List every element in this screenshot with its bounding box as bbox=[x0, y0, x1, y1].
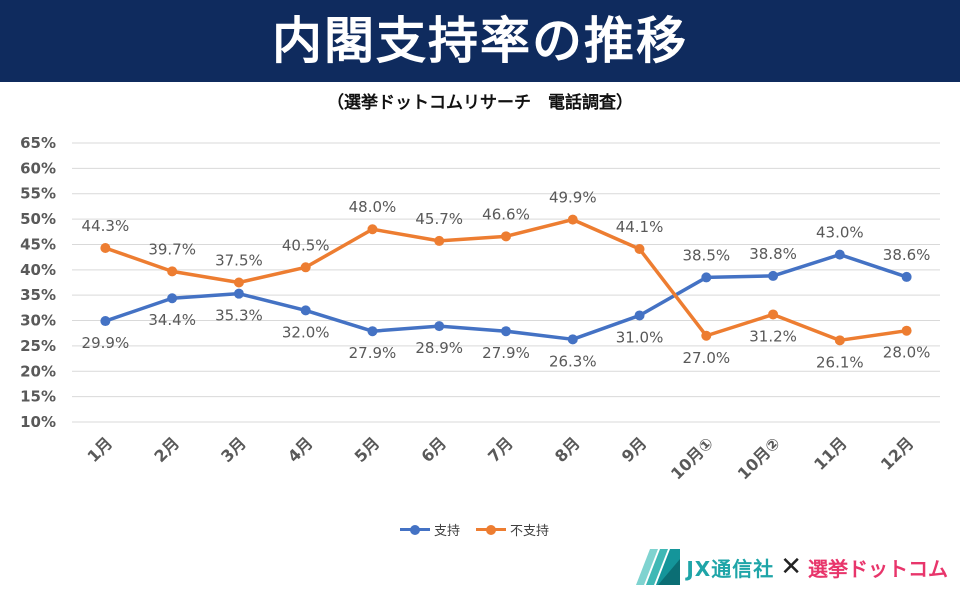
data-point-nonsupport bbox=[300, 262, 311, 273]
data-label-support: 32.0% bbox=[282, 323, 330, 341]
data-point-support bbox=[300, 305, 311, 316]
data-label-support: 43.0% bbox=[816, 224, 864, 242]
data-label-nonsupport: 40.5% bbox=[282, 236, 330, 254]
x-tick-label: 6月 bbox=[417, 433, 450, 466]
data-label-nonsupport: 28.0% bbox=[883, 344, 931, 362]
chart-subtitle: （選挙ドットコムリサーチ 電話調査） bbox=[327, 93, 633, 113]
y-tick-label: 55% bbox=[20, 185, 56, 203]
data-point-support bbox=[233, 288, 244, 299]
legend-label-nonsupport: 不支持 bbox=[510, 524, 550, 539]
data-point-nonsupport bbox=[367, 224, 378, 235]
senkyo-logo-text: 選挙ドットコム bbox=[808, 556, 948, 581]
x-tick-label: 8月 bbox=[551, 433, 584, 466]
data-label-nonsupport: 48.0% bbox=[349, 198, 397, 216]
y-tick-label: 50% bbox=[20, 210, 56, 228]
data-label-nonsupport: 44.1% bbox=[616, 218, 664, 236]
x-tick-label: 1月 bbox=[84, 433, 117, 466]
data-label-nonsupport: 44.3% bbox=[82, 217, 130, 235]
y-tick-label: 20% bbox=[20, 362, 56, 380]
data-label-support: 27.9% bbox=[482, 344, 530, 362]
data-point-nonsupport bbox=[100, 243, 111, 254]
data-point-support bbox=[768, 270, 779, 281]
data-point-support bbox=[634, 310, 645, 321]
x-tick-label: 10月② bbox=[734, 433, 784, 483]
data-point-nonsupport bbox=[901, 325, 912, 336]
x-tick-label: 11月 bbox=[810, 433, 851, 474]
y-tick-label: 25% bbox=[20, 337, 56, 355]
data-label-nonsupport: 27.0% bbox=[682, 349, 730, 367]
data-label-support: 29.9% bbox=[82, 334, 130, 352]
data-point-support bbox=[901, 271, 912, 282]
data-label-nonsupport: 46.6% bbox=[482, 205, 530, 223]
data-point-nonsupport bbox=[634, 244, 645, 255]
legend-line-nonsupport-icon bbox=[476, 524, 507, 535]
data-label-nonsupport: 37.5% bbox=[215, 252, 263, 270]
y-tick-label: 60% bbox=[20, 159, 56, 177]
data-point-support bbox=[567, 334, 578, 345]
x-tick-label: 12月 bbox=[877, 433, 918, 474]
y-tick-label: 15% bbox=[20, 388, 56, 406]
data-label-support: 38.8% bbox=[749, 245, 797, 263]
data-label-nonsupport: 26.1% bbox=[816, 353, 864, 371]
data-point-support bbox=[701, 272, 712, 283]
x-tick-label: 5月 bbox=[351, 433, 384, 466]
data-point-nonsupport bbox=[233, 277, 244, 288]
title-banner: 内閣支持率の推移 bbox=[0, 0, 960, 82]
data-point-nonsupport bbox=[501, 231, 511, 242]
legend-item-nonsupport: 不支持 bbox=[476, 520, 549, 539]
footer-logos: JX通信社 ✕ 選挙ドットコム bbox=[636, 549, 948, 585]
y-tick-label: 45% bbox=[20, 235, 56, 253]
data-point-support bbox=[167, 293, 178, 304]
data-label-nonsupport: 45.7% bbox=[415, 210, 463, 228]
x-tick-label: 2月 bbox=[150, 433, 183, 466]
data-point-support bbox=[834, 249, 845, 260]
data-label-support: 26.3% bbox=[549, 352, 597, 370]
jx-logo-text: JX通信社 bbox=[686, 556, 775, 581]
data-point-nonsupport bbox=[167, 266, 178, 277]
x-tick-label: 9月 bbox=[618, 433, 651, 466]
data-label-support: 27.9% bbox=[349, 344, 397, 362]
data-label-support: 31.0% bbox=[616, 328, 664, 346]
legend-line-support-icon bbox=[400, 524, 430, 535]
data-point-nonsupport bbox=[701, 330, 712, 341]
x-tick-label: 7月 bbox=[484, 433, 517, 466]
data-point-nonsupport bbox=[434, 235, 445, 246]
data-label-support: 38.5% bbox=[682, 246, 730, 264]
data-point-support bbox=[434, 321, 445, 332]
jx-logo-icon bbox=[636, 549, 681, 585]
page-title: 内閣支持率の推移 bbox=[272, 12, 688, 70]
data-label-support: 38.6% bbox=[883, 246, 931, 264]
data-label-nonsupport: 31.2% bbox=[749, 327, 797, 345]
x-tick-label: 3月 bbox=[217, 433, 250, 466]
data-point-support bbox=[501, 326, 511, 337]
data-point-nonsupport bbox=[834, 335, 845, 346]
legend-label-support: 支持 bbox=[434, 524, 461, 539]
cross-mark: ✕ bbox=[780, 552, 802, 582]
data-label-nonsupport: 39.7% bbox=[148, 240, 196, 258]
chart-legend: 支持 不支持 bbox=[400, 520, 549, 539]
data-label-support: 28.9% bbox=[415, 339, 463, 357]
y-tick-label: 10% bbox=[20, 413, 56, 431]
data-label-support: 34.4% bbox=[148, 311, 196, 329]
y-tick-label: 30% bbox=[20, 312, 56, 330]
x-tick-label: 10月① bbox=[667, 433, 717, 483]
data-point-support bbox=[367, 326, 378, 337]
y-tick-label: 40% bbox=[20, 261, 56, 279]
data-point-support bbox=[100, 316, 111, 327]
y-tick-label: 35% bbox=[20, 286, 56, 304]
y-tick-label: 65% bbox=[20, 134, 56, 152]
data-point-nonsupport bbox=[567, 214, 578, 225]
legend-item-support: 支持 bbox=[400, 520, 460, 539]
data-point-nonsupport bbox=[768, 309, 779, 320]
data-label-nonsupport: 49.9% bbox=[549, 189, 597, 207]
x-tick-label: 4月 bbox=[284, 433, 317, 466]
line-chart: 10% 15% 20% 25% 30% 35% 40% 45% 50% 55% 60% 65% 1月 2月… bbox=[20, 134, 940, 483]
data-label-support: 35.3% bbox=[215, 307, 263, 325]
